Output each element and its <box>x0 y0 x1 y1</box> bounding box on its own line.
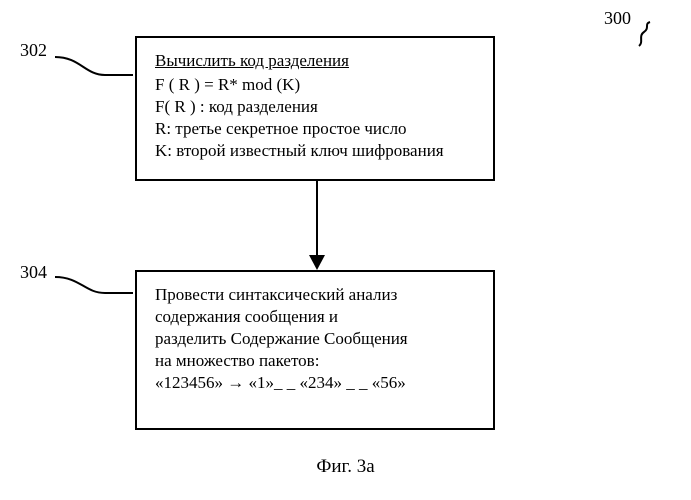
box-304-line: на множество пакетов: <box>155 350 475 372</box>
ref-label-300: 300 <box>604 8 631 29</box>
ref-label-304: 304 <box>20 262 47 283</box>
box-302-line: F ( R ) = R* mod (K) <box>155 74 475 96</box>
box-304-line: «123456» → «1»_ _ «234» _ _ «56» <box>155 372 475 394</box>
box-302-line: R: третье секретное простое число <box>155 118 475 140</box>
box-304-line: содержания сообщения и <box>155 306 475 328</box>
box-302-line: K: второй известный ключ шифрования <box>155 140 475 162</box>
squiggle-icon <box>636 20 656 48</box>
figure-caption: Фиг. 3а <box>0 456 691 478</box>
box-302-line: F( R ) : код разделения <box>155 96 475 118</box>
ref-label-302: 302 <box>20 40 47 61</box>
arrow-down-icon <box>302 181 332 270</box>
box-304-line: разделить Содержание Сообщения <box>155 328 475 350</box>
connector-302-icon <box>55 55 135 85</box>
flowchart-box-304: Провести синтаксический анализ содержани… <box>135 270 495 430</box>
connector-304-icon <box>55 275 135 305</box>
box-302-title: Вычислить код разделения <box>155 50 475 72</box>
flowchart-container: 302 304 300 Вычислить код разделения F (… <box>0 0 691 500</box>
box-304-line: Провести синтаксический анализ <box>155 284 475 306</box>
flowchart-box-302: Вычислить код разделения F ( R ) = R* mo… <box>135 36 495 181</box>
